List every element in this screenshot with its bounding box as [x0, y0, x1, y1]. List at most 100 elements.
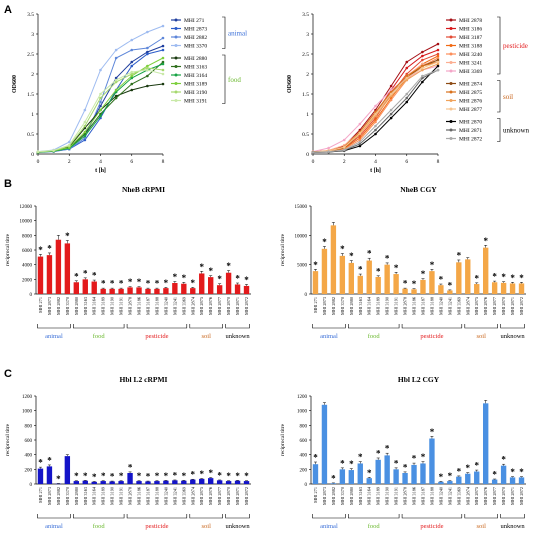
data-point: [130, 70, 134, 74]
legend-marker: [449, 82, 453, 85]
x-tick-label: MHI 2877: [217, 486, 222, 505]
data-point: [130, 82, 134, 86]
bar: [82, 480, 88, 484]
bar: [190, 479, 196, 484]
x-tick-label: MHI 3241: [172, 487, 177, 505]
group-bracket: [189, 324, 223, 329]
significance-star: *: [340, 244, 345, 254]
significance-star: *: [226, 471, 231, 481]
y-tick-label: 2000: [22, 278, 33, 283]
x-tick-label: MHI 2874: [190, 486, 195, 505]
bar: [100, 481, 106, 484]
data-point: [358, 131, 362, 135]
x-tick-label: MHI 3188: [429, 487, 434, 505]
y-tick-label: 1.5: [27, 92, 34, 98]
bar: [109, 288, 115, 294]
data-point: [342, 138, 346, 142]
y-tick-label: 2.5: [27, 52, 34, 58]
group-label: soil: [477, 523, 487, 530]
data-point: [342, 145, 346, 149]
bar: [321, 404, 328, 484]
x-tick-label: MHI 3190: [110, 487, 115, 505]
significance-star: *: [83, 471, 88, 481]
legend-marker: [174, 27, 178, 30]
y-tick-label: 800: [25, 424, 33, 429]
y-tick-label: 4000: [22, 264, 33, 269]
significance-star: *: [501, 272, 506, 282]
data-point: [52, 149, 55, 152]
x-tick-label: MHI 3163: [358, 487, 363, 505]
data-point: [130, 72, 134, 76]
x-tick-label: MHI 3369: [456, 297, 461, 315]
significance-star: *: [101, 471, 106, 481]
data-point: [374, 104, 377, 108]
data-point: [130, 38, 134, 42]
chart-title: Hbl L2 CGY: [398, 375, 440, 384]
group-bracket: [464, 324, 498, 329]
legend-entry: MHI 3164: [184, 73, 207, 79]
group-label: food: [368, 523, 381, 530]
data-point: [389, 84, 393, 88]
data-point: [374, 124, 377, 128]
y-tick-label: 15000: [295, 205, 308, 210]
x-tick-label: MHI 3164: [92, 296, 97, 315]
group-bracket: [348, 514, 400, 519]
bar: [375, 459, 381, 484]
data-point: [405, 100, 409, 104]
x-tick-label: 6: [130, 159, 133, 165]
y-tick-label: 200: [300, 468, 308, 473]
x-tick-label: MHI 3369: [181, 297, 186, 315]
bar: [234, 284, 241, 294]
significance-star: *: [217, 274, 222, 284]
data-point: [146, 84, 149, 88]
bar: [243, 285, 250, 294]
data-point: [130, 60, 134, 64]
legend-group-label: unknown: [503, 127, 530, 135]
legend-marker: [174, 44, 178, 47]
significance-star: *: [510, 467, 515, 477]
data-point: [99, 114, 102, 118]
legend-marker: [174, 90, 178, 94]
x-tick-label: MHI 2877: [217, 296, 222, 315]
significance-star: *: [164, 278, 169, 288]
x-tick-label: MHI 271: [38, 487, 43, 503]
significance-star: *: [510, 273, 515, 283]
data-point: [389, 108, 393, 112]
x-tick-label: MHI 3369: [456, 487, 461, 505]
significance-star: *: [74, 271, 79, 281]
x-tick-label: MHI 3370: [65, 487, 70, 505]
significance-star: *: [128, 277, 133, 287]
x-tick-label: MHI 2872: [244, 297, 249, 315]
bar: [109, 481, 115, 484]
x-tick-label: MHI 3186: [137, 296, 142, 315]
significance-star: *: [421, 269, 426, 279]
significance-star: *: [403, 462, 408, 472]
x-tick-label: 0: [37, 159, 40, 165]
bar: [393, 469, 399, 484]
x-tick-label: MHI 2875: [474, 487, 479, 505]
data-point: [389, 92, 393, 96]
data-point: [436, 62, 440, 66]
legend-entry: MHI 271: [184, 18, 205, 24]
legend-entry: MHI 3369: [459, 69, 482, 75]
data-point: [405, 76, 409, 80]
x-tick-label: 0: [312, 159, 315, 165]
y-axis-label: OD600: [287, 75, 293, 93]
x-tick-label: MHI 2877: [492, 296, 497, 315]
legend-entry: MHI 2873: [184, 27, 207, 33]
bar: [500, 465, 507, 484]
data-point: [436, 64, 440, 68]
significance-star: *: [101, 279, 106, 289]
legend-entry: MHI 2877: [459, 107, 482, 113]
data-point: [421, 64, 424, 68]
x-tick-label: MHI 2875: [199, 297, 204, 315]
data-point: [374, 112, 377, 116]
data-point: [161, 68, 165, 72]
bar: [438, 481, 444, 484]
x-tick-label: MHI 3187: [420, 486, 425, 505]
significance-star: *: [412, 279, 417, 289]
group-bracket: [73, 324, 125, 329]
x-tick-label: MHI 3186: [137, 486, 142, 505]
legend-bracket: [497, 118, 501, 142]
x-tick-label: MHI 3191: [119, 487, 124, 505]
